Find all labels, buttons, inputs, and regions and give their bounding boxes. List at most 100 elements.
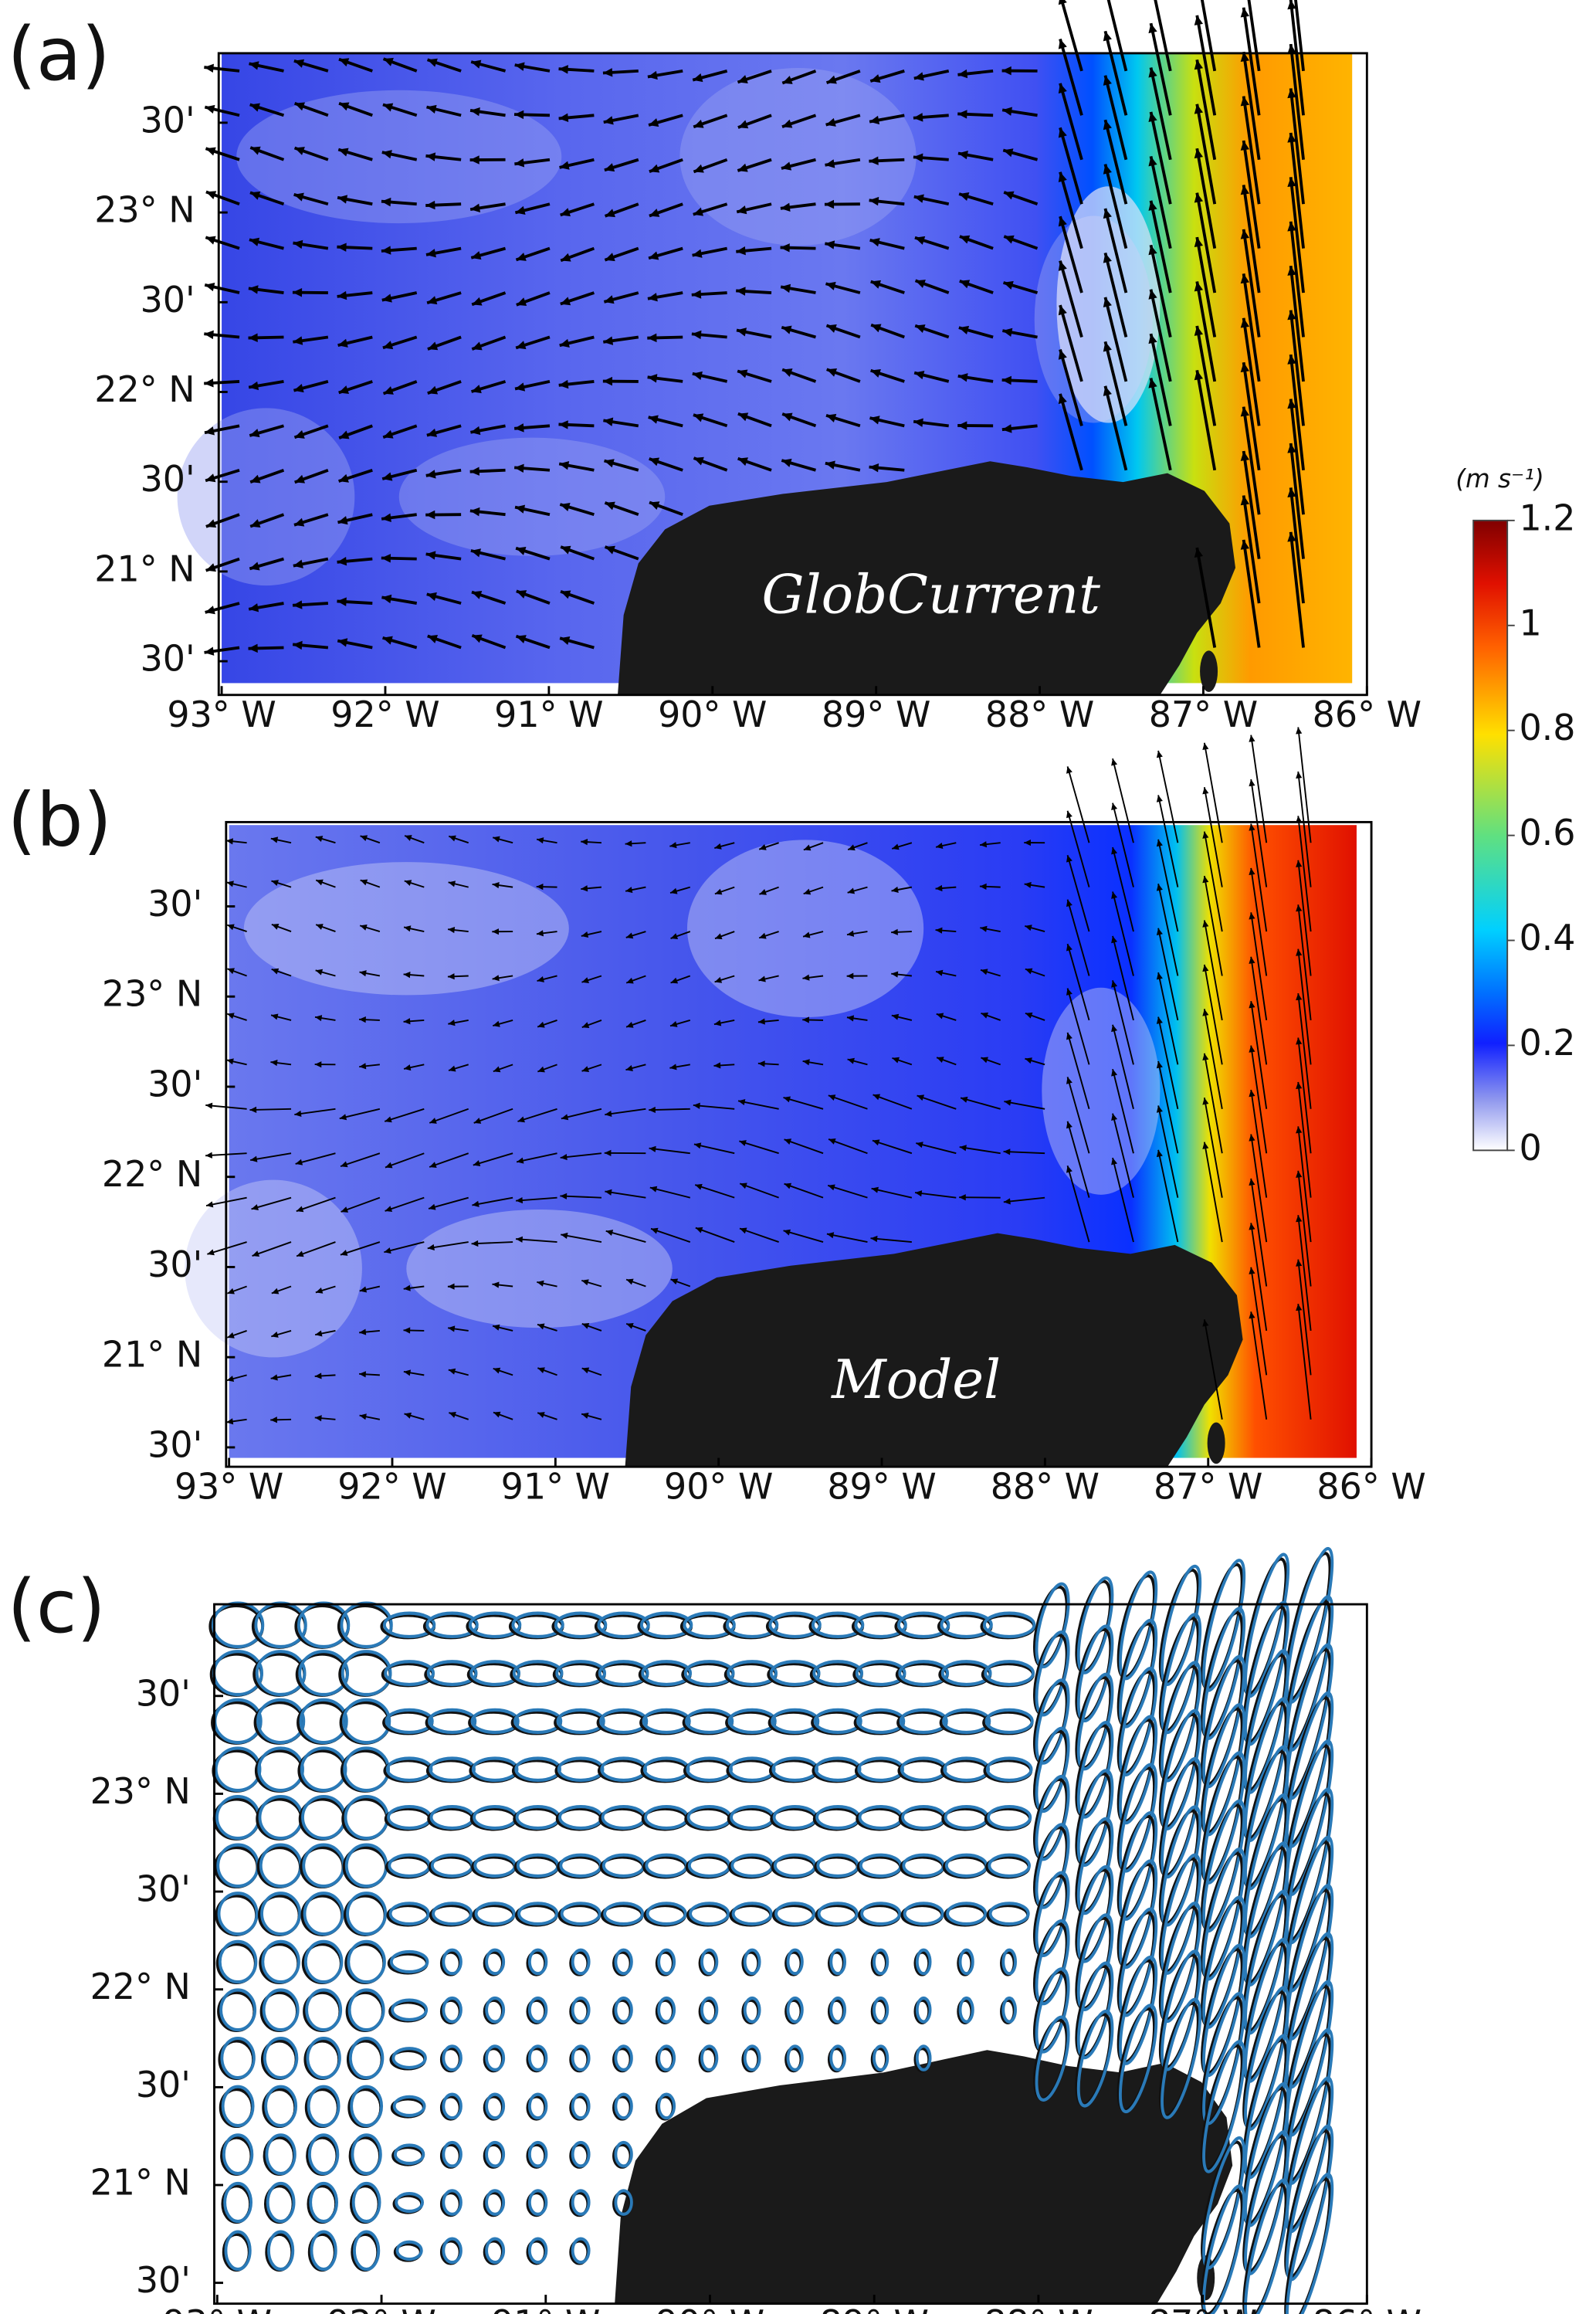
current-vector (1149, 289, 1172, 382)
vector-head (803, 931, 811, 938)
current-vector (385, 1196, 425, 1212)
x-tick-label: 90° W (664, 1465, 773, 1507)
current-vector (695, 1227, 735, 1243)
variance-ellipse-model (297, 1601, 351, 1649)
variance-ellipse-model (261, 1939, 300, 1984)
vector-head (381, 554, 391, 563)
variance-ellipse-model (442, 1948, 463, 1976)
current-vector (1297, 771, 1312, 887)
vector-head (870, 1235, 878, 1243)
vector-head (226, 880, 234, 887)
vector-head (382, 341, 394, 350)
vector-head (870, 368, 881, 378)
current-vector (737, 1100, 779, 1110)
current-vector (784, 1138, 824, 1155)
vector-head (448, 927, 456, 934)
vector-head (293, 600, 303, 609)
vector-head (847, 1057, 855, 1064)
current-vector (1297, 1170, 1312, 1287)
vector-head (1156, 750, 1163, 758)
variance-ellipse-model (743, 2044, 761, 2071)
variance-ellipse-model (221, 2085, 255, 2128)
vector-head (1287, 266, 1296, 276)
variance-ellipse-model (223, 2181, 252, 2224)
variance-ellipse-model (350, 2085, 384, 2128)
variance-ellipse-model (988, 1902, 1030, 1926)
current-vector (1289, 221, 1305, 338)
variance-ellipse-model (685, 1708, 734, 1735)
variance-ellipse-model (683, 1660, 735, 1687)
vector-head (1240, 451, 1250, 461)
variance-ellipse-model (527, 2237, 548, 2265)
variance-ellipse-model (469, 1660, 521, 1687)
vector-head (869, 156, 879, 165)
vector-head (558, 379, 569, 389)
vector-head (1249, 779, 1255, 787)
vector-head (1202, 1319, 1209, 1327)
vector-head (961, 1096, 968, 1103)
vector-head (516, 253, 527, 261)
vector-head (315, 836, 324, 842)
island (1200, 650, 1218, 692)
current-vector (649, 1108, 690, 1111)
variance-ellipse-model (940, 1660, 992, 1687)
vector-head (403, 1327, 411, 1334)
vector-head (403, 972, 411, 979)
vector-head (382, 472, 393, 481)
vector-head (425, 551, 436, 560)
vector-head (559, 161, 570, 170)
variance-ellipse-model (395, 2191, 425, 2214)
vector-head (1058, 127, 1067, 138)
current-vector (1066, 810, 1090, 887)
vector-head (204, 646, 215, 656)
vector-head (270, 1060, 278, 1067)
variance-ellipse-model (347, 1939, 386, 1984)
vector-head (205, 473, 216, 483)
vector-head (425, 200, 435, 210)
vector-head (1111, 802, 1118, 810)
vector-head (1066, 1165, 1072, 1173)
variance-ellipse-model (303, 1892, 344, 1936)
variance-ellipse-model (873, 1996, 889, 2024)
variance-ellipse-model (614, 2189, 633, 2216)
vector-head (294, 1110, 302, 1117)
current-vector (1149, 111, 1172, 205)
variance-ellipse-model (983, 1611, 1036, 1638)
vector-head (449, 1412, 456, 1418)
vector-head (1194, 548, 1204, 558)
vector-head (1240, 273, 1250, 284)
vector-head (471, 59, 482, 69)
vector-head (514, 110, 524, 120)
vector-head (404, 1064, 412, 1071)
vector-head (625, 1065, 633, 1071)
current-vector (1103, 75, 1128, 161)
vector-head (1148, 245, 1157, 256)
vector-head (1249, 1267, 1255, 1274)
vector-head (693, 1102, 700, 1109)
vector-head (337, 290, 347, 300)
vector-head (1103, 385, 1112, 396)
vector-head (605, 253, 615, 262)
axes-frame (217, 52, 1368, 697)
vector-head (381, 246, 391, 255)
vector-head (337, 195, 348, 204)
vector-head (581, 885, 588, 892)
vector-head (1296, 1215, 1303, 1223)
vector-head (846, 930, 855, 937)
vector-head (294, 102, 305, 111)
vector-head (647, 333, 657, 343)
current-vector (1003, 1196, 1045, 1203)
vector-head (338, 385, 350, 395)
current-vector (1059, 38, 1083, 116)
variance-ellipse-model (442, 2189, 463, 2216)
vector-head (915, 1190, 923, 1197)
vector-head (360, 924, 368, 931)
vector-head (649, 164, 660, 173)
vector-head (293, 59, 305, 68)
vector-head (536, 930, 544, 937)
vector-head (249, 237, 260, 246)
vector-head (782, 412, 793, 422)
vector-head (1202, 876, 1209, 884)
vector-head (937, 1057, 944, 1063)
vector-head (384, 1247, 391, 1254)
